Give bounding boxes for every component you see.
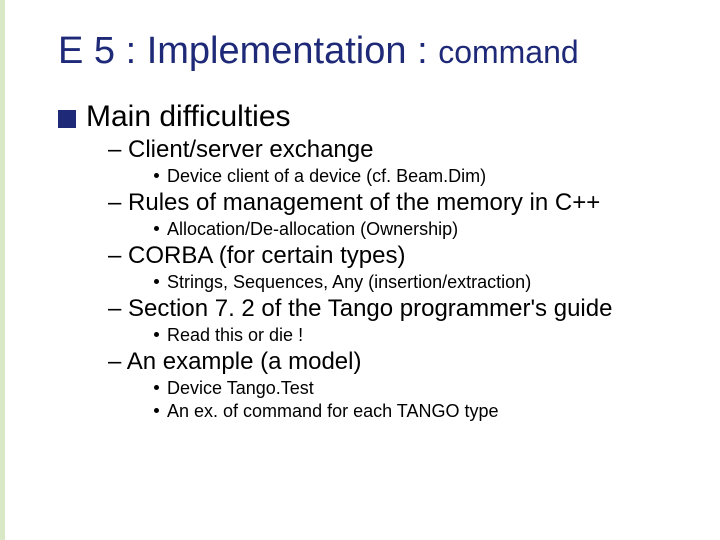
bullet-lvl3: Device Tango.Test bbox=[154, 378, 680, 399]
lvl3-text: An ex. of command for each TANGO type bbox=[167, 401, 498, 421]
bullet-lvl2: CORBA (for certain types) bbox=[108, 242, 680, 270]
bullet-lvl2: An example (a model) bbox=[108, 348, 680, 376]
bullet-lvl2: Client/server exchange bbox=[108, 136, 680, 164]
dot-bullet-icon bbox=[154, 226, 159, 231]
lvl3-text: Device Tango.Test bbox=[167, 378, 314, 398]
bullet-lvl3: Strings, Sequences, Any (insertion/extra… bbox=[154, 272, 680, 293]
bullet-lvl3: Read this or die ! bbox=[154, 325, 680, 346]
title-main: E 5 : Implementation : bbox=[58, 30, 438, 72]
lvl3-text: Device client of a device (cf. Beam.Dim) bbox=[167, 166, 486, 186]
bullet-lvl1: Main difficulties bbox=[58, 100, 680, 134]
bullet-lvl2: Rules of management of the memory in C++ bbox=[108, 189, 680, 217]
bullet-lvl3: Device client of a device (cf. Beam.Dim) bbox=[154, 166, 680, 187]
lvl3-text: Allocation/De-allocation (Ownership) bbox=[167, 219, 458, 239]
square-bullet-icon bbox=[58, 110, 76, 128]
dot-bullet-icon bbox=[154, 385, 159, 390]
bullet-lvl3: An ex. of command for each TANGO type bbox=[154, 401, 680, 422]
bullet-lvl2: Section 7. 2 of the Tango programmer's g… bbox=[108, 295, 680, 323]
dot-bullet-icon bbox=[154, 279, 159, 284]
lvl1-text: Main difficulties bbox=[86, 100, 291, 134]
bullet-lvl3: Allocation/De-allocation (Ownership) bbox=[154, 219, 680, 240]
title-tail: command bbox=[438, 34, 579, 70]
lvl3-text: Read this or die ! bbox=[167, 325, 303, 345]
slide: E 5 : Implementation : command Main diff… bbox=[0, 0, 720, 540]
slide-title: E 5 : Implementation : command bbox=[58, 30, 680, 74]
left-edge-bar bbox=[0, 0, 5, 540]
dot-bullet-icon bbox=[154, 408, 159, 413]
dot-bullet-icon bbox=[154, 173, 159, 178]
dot-bullet-icon bbox=[154, 332, 159, 337]
lvl3-text: Strings, Sequences, Any (insertion/extra… bbox=[167, 272, 531, 292]
